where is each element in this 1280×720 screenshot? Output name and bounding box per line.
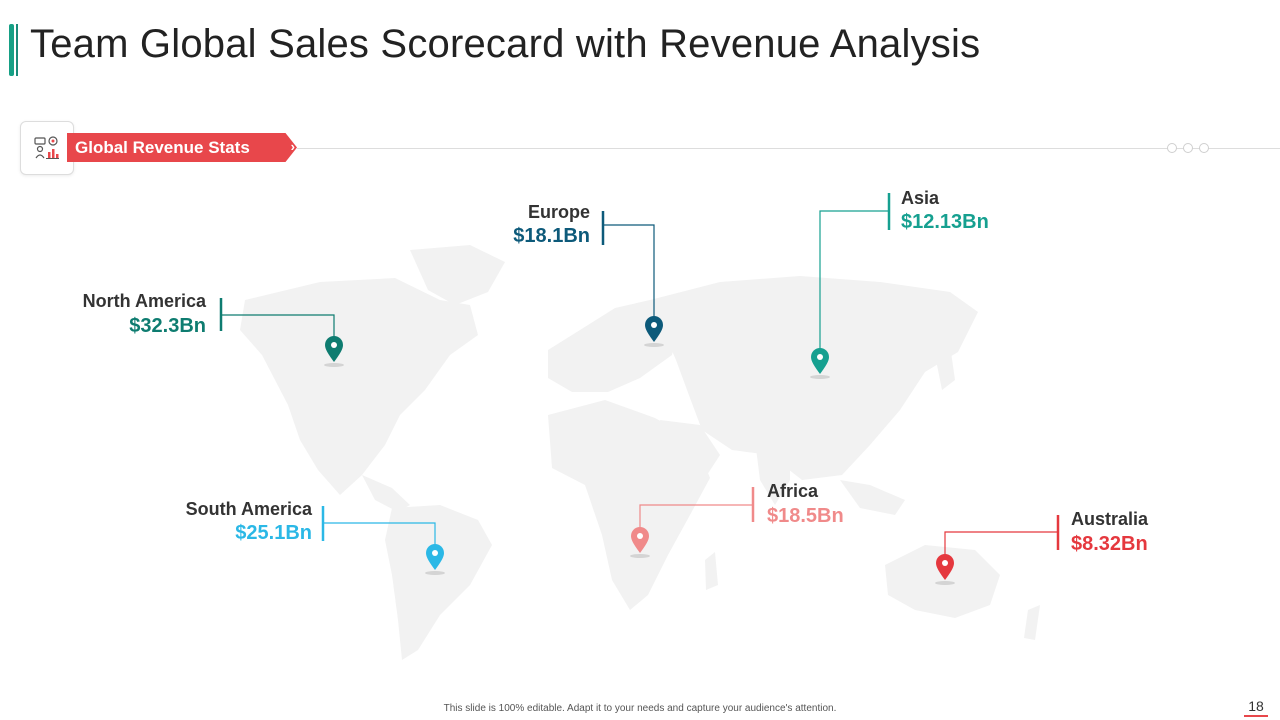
section-tag-label: Global Revenue Stats <box>75 138 250 157</box>
asia-map-pin-icon <box>810 348 830 379</box>
north-america-revenue: $32.3Bn <box>129 315 206 337</box>
europe-connector <box>603 224 655 318</box>
europe-revenue: $18.1Bn <box>513 225 590 247</box>
europe-map-pin-icon <box>644 316 664 347</box>
callout-ticks <box>219 193 1060 550</box>
australia-revenue: $8.32Bn <box>1071 533 1148 555</box>
world-map-landmass <box>240 245 1040 660</box>
south-america-revenue: $25.1Bn <box>235 522 312 544</box>
section-tag: Global Revenue Stats › <box>67 133 297 162</box>
south-america-map-pin-icon <box>425 544 445 575</box>
sales-analytics-icon <box>34 136 59 159</box>
south-america-label: South America <box>185 499 312 519</box>
australia-connector <box>944 531 1058 555</box>
north-america-connector <box>221 314 335 338</box>
africa-label: Africa <box>767 481 819 501</box>
north-america-label: North America <box>82 291 206 311</box>
australia-map-pin-icon <box>935 554 955 585</box>
pagination-dot <box>1183 143 1193 153</box>
pagination-dot <box>1199 143 1209 153</box>
asia-connector <box>819 210 889 350</box>
asia-label: Asia <box>901 188 940 208</box>
africa-revenue: $18.5Bn <box>767 505 844 527</box>
title-accent-bar <box>9 24 18 76</box>
section-divider <box>297 148 1280 149</box>
australia-label: Australia <box>1071 509 1149 529</box>
footer-note: This slide is 100% editable. Adapt it to… <box>443 703 837 714</box>
page-number: 18 <box>1244 698 1268 717</box>
location-pins <box>324 316 955 585</box>
south-america-connector <box>323 522 436 546</box>
chevron-right-icon: › <box>290 139 295 154</box>
asia-revenue: $12.13Bn <box>901 211 989 233</box>
pagination-dot <box>1167 143 1177 153</box>
north-america-map-pin-icon <box>324 336 344 367</box>
europe-label: Europe <box>527 202 590 222</box>
section-icon-badge <box>20 121 74 175</box>
africa-map-pin-icon <box>630 527 650 558</box>
africa-connector <box>639 504 753 528</box>
slide-title: Team Global Sales Scorecard with Revenue… <box>30 22 981 66</box>
callout-lines <box>221 210 1058 555</box>
